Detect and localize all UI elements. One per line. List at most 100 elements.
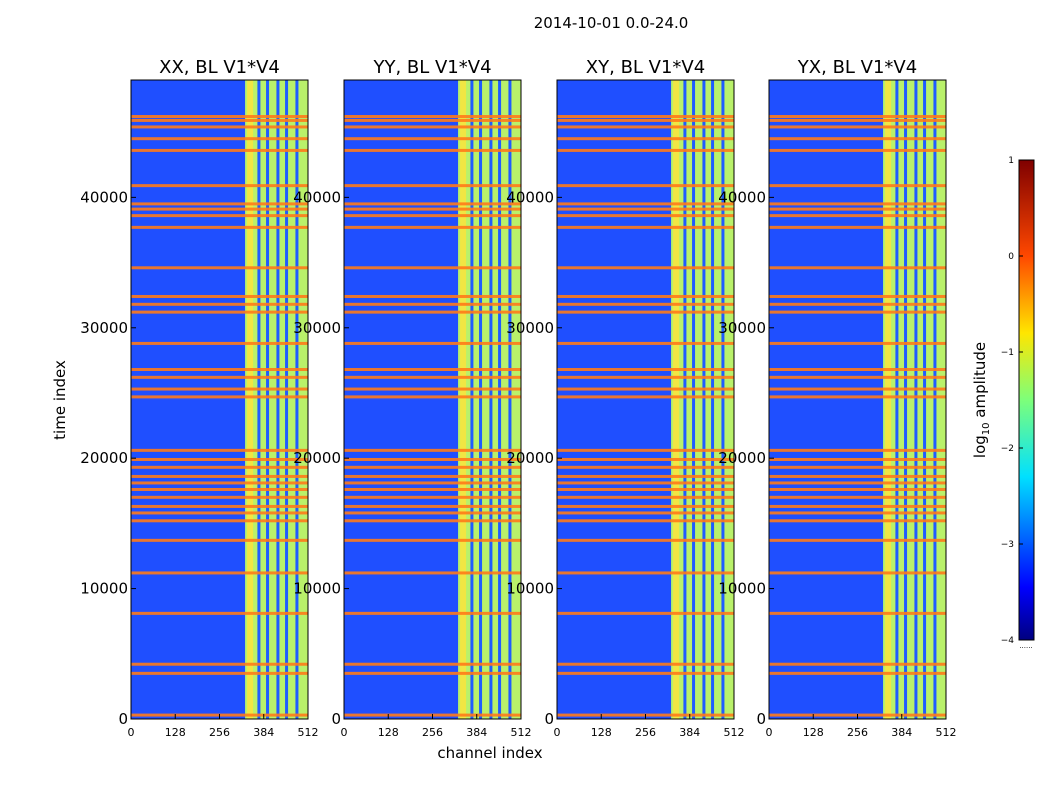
heatmap-flagged-row — [131, 115, 308, 119]
heatmap-flagged-row — [769, 495, 946, 499]
colorbar-label-amp: amplitude — [971, 342, 989, 423]
y-tick-label: 20000 — [506, 449, 554, 467]
heatmap-channel-gap — [923, 80, 927, 719]
heatmap-flagged-row — [131, 387, 308, 391]
y-axis-label: time index — [51, 360, 69, 440]
heatmap-flagged-row — [344, 662, 521, 666]
heatmap-channel-gap — [285, 80, 289, 719]
heatmap-flagged-row — [557, 341, 734, 345]
heatmap-flagged-row — [557, 495, 734, 499]
y-tick-label: 30000 — [506, 319, 554, 337]
colorbar-label-sub: 10 — [981, 422, 992, 435]
heatmap-flagged-row — [557, 375, 734, 379]
heatmap-flagged-row — [344, 448, 521, 452]
colorbar-dotted-note: ...... — [1019, 642, 1032, 650]
heatmap-flagged-row — [131, 481, 308, 485]
x-tick-label: 512 — [724, 726, 745, 739]
heatmap-flagged-row — [557, 504, 734, 508]
heatmap-flagged-row — [557, 310, 734, 314]
y-tick-label: 30000 — [80, 319, 128, 337]
panels: XX, BL V1*V4 0 128 256 384 512 0 10000 20000 3000… — [80, 57, 956, 739]
heatmap-channel-gap — [295, 80, 299, 719]
heatmap-flagged-row — [769, 225, 946, 229]
heatmap-flagged-row — [131, 487, 308, 491]
heatmap-flagged-row — [769, 294, 946, 298]
heatmap-flagged-row — [769, 375, 946, 379]
heatmap-flagged-row — [769, 519, 946, 523]
x-tick-label: 256 — [209, 726, 230, 739]
heatmap-flagged-row — [769, 487, 946, 491]
heatmap-flagged-row — [344, 457, 521, 461]
heatmap-flagged-row — [557, 387, 734, 391]
heatmap-flagged-row — [131, 571, 308, 575]
heatmap-flagged-row — [557, 511, 734, 515]
heatmap-channel-gap — [498, 80, 502, 719]
heatmap-flagged-row — [131, 495, 308, 499]
heatmap-flagged-row — [769, 310, 946, 314]
heatmap-flagged-row — [131, 125, 308, 129]
x-tick-label: 0 — [554, 726, 561, 739]
heatmap-flagged-row — [557, 294, 734, 298]
heatmap-flagged-row — [557, 448, 734, 452]
heatmap-flagged-row — [131, 137, 308, 141]
heatmap-flagged-row — [344, 266, 521, 270]
heatmap-flagged-row — [131, 474, 308, 478]
heatmap-channel-gap — [711, 80, 715, 719]
heatmap-flagged-row — [344, 465, 521, 469]
x-tick-label: 256 — [422, 726, 443, 739]
heatmap-flagged-row — [131, 448, 308, 452]
y-tick-label: 30000 — [293, 319, 341, 337]
heatmap-flagged-row — [769, 115, 946, 119]
heatmap-flagged-row — [344, 611, 521, 615]
y-tick-label: 0 — [118, 710, 128, 728]
heatmap-flagged-row — [557, 481, 734, 485]
heatmap-channel-gap — [489, 80, 493, 719]
x-tick-label: 128 — [591, 726, 612, 739]
heatmap-flagged-row — [131, 457, 308, 461]
heatmap-channel-gap — [702, 80, 706, 719]
x-tick-label: 128 — [165, 726, 186, 739]
heatmap-flagged-row — [769, 465, 946, 469]
heatmap-band-edge — [673, 80, 680, 719]
colorbar-label: log10 amplitude — [971, 342, 992, 458]
heatmap-band-edge — [885, 80, 892, 719]
heatmap-flagged-row — [131, 611, 308, 615]
heatmap-flagged-row — [557, 266, 734, 270]
heatmap-flagged-row — [344, 310, 521, 314]
heatmap-flagged-row — [131, 214, 308, 218]
heatmap-flagged-row — [769, 368, 946, 372]
panel-title: XX, BL V1*V4 — [159, 57, 280, 78]
heatmap-flagged-row — [557, 519, 734, 523]
x-tick-label: 128 — [378, 726, 399, 739]
heatmap-flagged-row — [557, 137, 734, 141]
panel-yx: YX, BL V1*V4 0 128 256 384 512 0 10000 20000 3000… — [718, 57, 956, 739]
heatmap-flagged-row — [344, 207, 521, 211]
heatmap-channel-gap — [933, 80, 937, 719]
heatmap-flagged-row — [344, 375, 521, 379]
heatmap-channel-gap — [914, 80, 918, 719]
y-tick-label: 0 — [331, 710, 341, 728]
heatmap-channel-gap — [895, 80, 899, 719]
heatmap-flagged-row — [557, 571, 734, 575]
heatmap-flagged-row — [344, 538, 521, 542]
y-tick-label: 10000 — [293, 580, 341, 598]
y-tick-label: 0 — [544, 710, 554, 728]
heatmap-flagged-row — [769, 571, 946, 575]
heatmap-channel-gap — [904, 80, 908, 719]
x-tick-label: 512 — [298, 726, 319, 739]
panel-title: YY, BL V1*V4 — [372, 57, 491, 78]
heatmap-flagged-row — [769, 474, 946, 478]
heatmap-flagged-row — [769, 266, 946, 270]
heatmap-flagged-row — [131, 368, 308, 372]
heatmap-flagged-row — [344, 184, 521, 188]
heatmap-flagged-row — [131, 341, 308, 345]
heatmap-flagged-row — [557, 538, 734, 542]
heatmap-band-edge — [247, 80, 254, 719]
heatmap-flagged-row — [344, 148, 521, 152]
heatmap-channel-gap — [257, 80, 261, 719]
y-tick-label: 40000 — [293, 188, 341, 206]
x-tick-label: 384 — [253, 726, 274, 739]
heatmap-flagged-row — [769, 137, 946, 141]
heatmap-flagged-row — [769, 395, 946, 399]
colorbar-tick-label: −3 — [1001, 540, 1014, 550]
